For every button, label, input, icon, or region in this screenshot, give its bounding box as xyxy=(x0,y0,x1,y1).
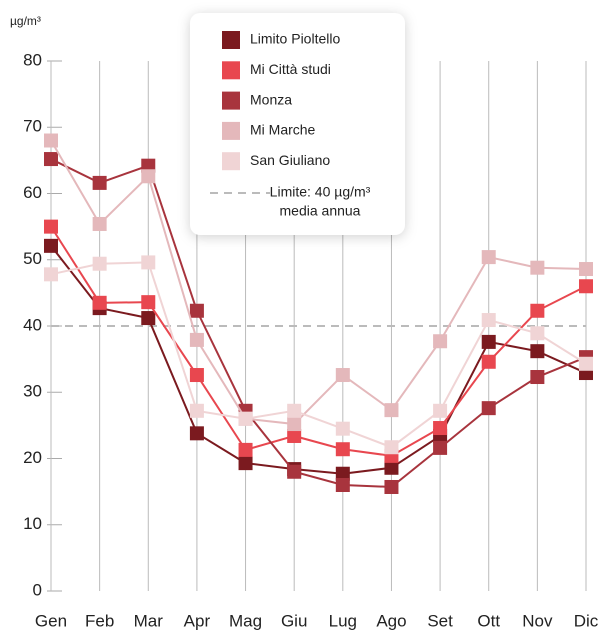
legend-label: Limito Pioltello xyxy=(250,31,340,47)
x-tick-label: Nov xyxy=(522,611,553,630)
marker xyxy=(335,466,350,481)
legend-label: Mi Marche xyxy=(250,122,316,138)
x-tick-label: Giu xyxy=(281,611,307,630)
y-tick-label: 30 xyxy=(23,382,42,401)
marker xyxy=(44,238,58,253)
marker xyxy=(481,334,496,349)
y-tick-label: 20 xyxy=(23,448,42,467)
marker xyxy=(238,411,253,426)
marker xyxy=(530,344,545,359)
marker xyxy=(433,421,448,436)
marker xyxy=(384,479,399,494)
legend-swatch xyxy=(222,31,240,49)
x-tick-label: Feb xyxy=(85,611,114,630)
y-tick-label: 70 xyxy=(23,117,42,136)
x-tick-label: Mar xyxy=(134,611,164,630)
marker xyxy=(433,440,448,455)
marker xyxy=(481,313,496,328)
marker xyxy=(335,442,350,457)
marker xyxy=(579,262,593,277)
marker xyxy=(530,260,545,275)
legend-ref-label: media annua xyxy=(280,203,361,219)
marker xyxy=(579,356,593,371)
y-tick-label: 10 xyxy=(23,514,42,533)
marker xyxy=(141,158,156,173)
marker xyxy=(44,219,58,234)
marker xyxy=(433,403,448,418)
marker xyxy=(141,311,156,326)
marker xyxy=(287,403,302,418)
marker xyxy=(141,295,156,310)
series-line xyxy=(50,226,587,457)
marker xyxy=(44,133,58,148)
marker xyxy=(481,250,496,265)
marker xyxy=(287,428,302,443)
marker xyxy=(530,303,545,318)
marker xyxy=(335,478,350,492)
legend-swatch xyxy=(222,61,240,80)
marker xyxy=(384,440,399,455)
marker xyxy=(530,370,545,385)
series-line xyxy=(50,261,587,449)
legend-box xyxy=(190,13,405,235)
legend-label: Monza xyxy=(250,91,292,107)
x-tick-label: Ott xyxy=(477,611,500,630)
marker xyxy=(287,417,302,432)
y-tick-label: 40 xyxy=(23,315,42,334)
marker xyxy=(335,421,350,436)
marker xyxy=(335,368,350,383)
marker xyxy=(189,368,204,383)
y-tick-label: 60 xyxy=(23,183,42,202)
marker xyxy=(189,303,204,318)
x-tick-label: Apr xyxy=(184,611,211,630)
x-tick-label: Dic xyxy=(574,611,599,630)
y-unit: µg/m³ xyxy=(10,14,41,28)
marker xyxy=(238,456,253,471)
x-tick-label: Mag xyxy=(229,611,262,630)
x-tick-label: Lug xyxy=(329,611,357,630)
marker xyxy=(384,403,399,418)
legend-swatch xyxy=(222,152,240,171)
marker xyxy=(189,403,204,418)
y-tick-label: 0 xyxy=(33,580,42,599)
marker xyxy=(287,464,302,479)
marker xyxy=(189,426,204,441)
marker xyxy=(92,295,107,310)
marker xyxy=(141,255,156,270)
marker xyxy=(579,279,593,294)
legend-swatch xyxy=(222,121,240,140)
marker xyxy=(238,442,253,457)
y-tick-label: 80 xyxy=(23,50,42,69)
y-tick-label: 50 xyxy=(23,249,42,268)
legend-ref-label: Limite: 40 µg/m³ xyxy=(270,184,371,200)
x-tick-label: Set xyxy=(427,611,453,630)
marker xyxy=(384,460,399,475)
series-line xyxy=(50,245,587,475)
marker xyxy=(141,169,156,184)
legend-swatch xyxy=(222,91,240,110)
series-line xyxy=(50,139,587,426)
marker xyxy=(44,152,58,167)
x-tick-label: Ago xyxy=(376,611,406,630)
marker xyxy=(189,332,204,347)
series-line xyxy=(50,158,587,489)
marker xyxy=(92,256,107,271)
x-tick-label: Gen xyxy=(35,611,67,630)
marker xyxy=(481,354,496,369)
legend-label: San Giuliano xyxy=(250,152,330,168)
marker xyxy=(433,334,448,349)
legend-label: Mi Città studi xyxy=(250,61,331,77)
marker xyxy=(481,401,496,416)
marker xyxy=(44,267,58,282)
marker xyxy=(530,326,545,341)
marker xyxy=(92,216,107,231)
marker xyxy=(92,175,107,190)
